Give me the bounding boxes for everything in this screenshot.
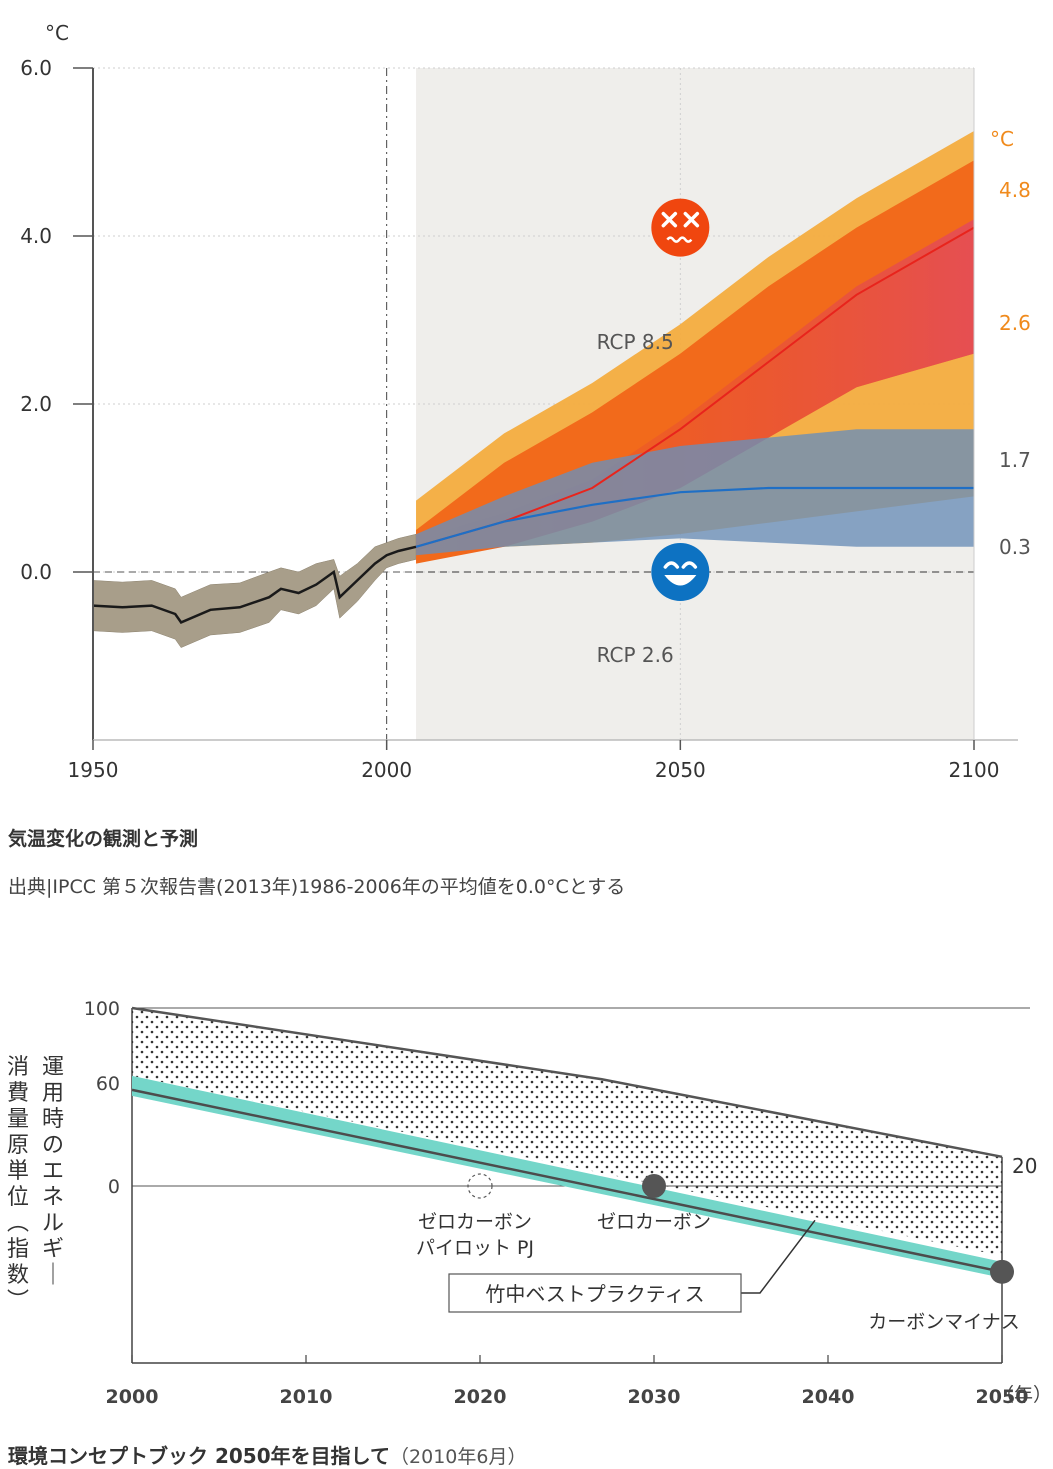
x-tick-label: 2000	[361, 758, 412, 782]
right-value-label: 20	[1012, 1154, 1037, 1178]
zero-carbon-pilot-label-2: パイロット PJ	[416, 1237, 534, 1259]
x-axis-unit: （年）	[995, 1384, 1052, 1406]
y-label-col1-char: 用	[42, 1081, 64, 1106]
legend-label: 竹中ベストプラクティス	[485, 1282, 704, 1306]
temperature-chart: 6.0 4.0 2.0 0.0 1950 2000 2050 2100 °C °C 4.8 2.6 1.…	[20, 21, 1031, 782]
dotted-region	[132, 1008, 1002, 1256]
x-tick-label: 2040	[802, 1386, 855, 1408]
right-axis-label: 1.7	[999, 448, 1031, 472]
zero-carbon-point	[642, 1174, 666, 1198]
smiling-face-icon-face	[651, 543, 710, 601]
x-tick-label: 2100	[949, 758, 1000, 782]
right-axis-label: 2.6	[999, 311, 1031, 335]
x-eye	[661, 211, 678, 228]
y-label-col2-char: ︶	[7, 1289, 29, 1314]
legend-leader-line	[741, 1219, 816, 1294]
y-label-col1-char: の	[42, 1133, 64, 1158]
x-tick-label: 2050	[655, 758, 706, 782]
y-label-col2-char: 費	[7, 1081, 29, 1106]
y-label-col2-char: ︵	[7, 1211, 29, 1236]
chart1-caption-source: 出典|IPCC 第５次報告書(2013年)1986-2006年の平均値を0.0°…	[8, 876, 626, 898]
right-axis-label: 4.8	[999, 178, 1031, 202]
y-tick-label: 6.0	[20, 56, 52, 80]
y-axis-unit: °C	[45, 21, 69, 45]
carbon-minus-label: カーボンマイナス	[868, 1311, 1020, 1333]
x-tick-label: 1950	[68, 758, 119, 782]
y-tick-label: 0.0	[20, 560, 52, 584]
y-label-col2-char: 単	[7, 1159, 29, 1184]
chart1-caption-title: 気温変化の観測と予測	[8, 828, 199, 850]
y-label-col2-char: 量	[7, 1107, 29, 1132]
y-label-col2-char: 原	[7, 1133, 29, 1158]
right-axis-label: 0.3	[999, 535, 1031, 559]
smile-mouth	[664, 575, 697, 586]
x-tick-label: 2000	[106, 1386, 159, 1408]
y-tick-label: 0	[108, 1176, 120, 1198]
y-tick-label: 2.0	[20, 392, 52, 416]
y-label-col2-char: 数	[7, 1263, 29, 1288]
y-tick-label: 4.0	[20, 224, 52, 248]
wavy-mouth	[666, 236, 693, 243]
right-axis-unit: °C	[990, 127, 1014, 151]
y-label-col2-char: 位	[7, 1185, 29, 1210]
x-tick-label: 2030	[628, 1386, 681, 1408]
zero-carbon-pilot-point	[467, 1173, 493, 1199]
dizzy-face-icon-face	[651, 198, 710, 257]
y-label-col1-char: ネ	[42, 1185, 64, 1210]
chart2-caption-title: 環境コンセプトブック 2050年を目指して（2010年6月）	[8, 1440, 526, 1469]
rcp85-band	[416, 160, 974, 564]
y-label-col2-char: 消	[7, 1055, 29, 1080]
x-tick-label: 2010	[280, 1386, 333, 1408]
y-label-col1-char: ギ	[42, 1237, 64, 1262]
chart2-caption-title-text: 環境コンセプトブック 2050年を目指して	[8, 1444, 391, 1468]
y-tick-label: 100	[84, 998, 120, 1020]
x-tick-label: 2050	[976, 1386, 1029, 1408]
rcp85-band-fade	[416, 219, 974, 564]
carbon-minus-point	[990, 1259, 1014, 1284]
x-tick-label: 2020	[454, 1386, 507, 1408]
y-label-col1-char: ｜	[42, 1263, 64, 1288]
scenario-label: RCP 2.6	[597, 643, 674, 667]
energy-chart: 2000 2010 2020 2030 2040 2050（年） 100 60 0 20 ゼロカーボ…	[7, 998, 1052, 1408]
y-label-col1-char: 時	[42, 1107, 64, 1132]
zero-carbon-label: ゼロカーボン	[597, 1211, 711, 1233]
smiling-face-icon	[651, 543, 710, 601]
y-label-col1-char: 運	[42, 1055, 64, 1080]
y-label-col1-char: ル	[42, 1211, 64, 1236]
happy-eye	[663, 561, 698, 569]
observed-band	[92, 533, 417, 648]
dizzy-face-icon	[651, 198, 710, 257]
y-label-col2-char: 指	[7, 1237, 29, 1262]
upper-line	[131, 1006, 1003, 1159]
y-label-col1-char: エ	[42, 1159, 64, 1184]
y-tick-label: 60	[96, 1073, 120, 1095]
observed-line	[92, 545, 417, 624]
chart2-caption-date: （2010年6月）	[390, 1446, 527, 1468]
x-eye	[683, 211, 700, 228]
best-practice-line	[131, 1088, 1003, 1274]
rcp26-line	[415, 486, 974, 548]
legend-box	[448, 1273, 742, 1313]
scenario-label: RCP 8.5	[597, 330, 674, 354]
zero-carbon-pilot-label-1: ゼロカーボン	[418, 1211, 532, 1233]
